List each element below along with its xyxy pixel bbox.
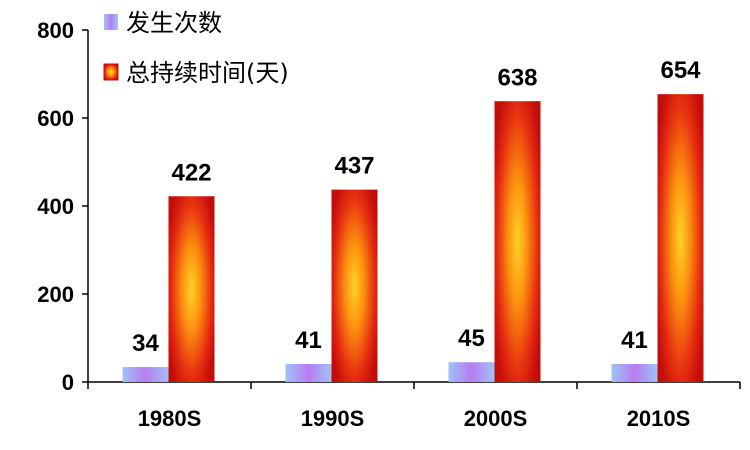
bar-total-days	[168, 196, 215, 382]
y-tick-label: 800	[37, 18, 74, 43]
bar-total-days	[494, 101, 541, 382]
y-axis: 0 200 400 600 800	[37, 18, 89, 395]
data-label-total-days: 638	[497, 64, 537, 91]
y-tick-label: 200	[37, 282, 74, 307]
data-label-occurrences: 41	[621, 327, 648, 354]
x-tick-label: 1990S	[301, 406, 365, 431]
bars	[122, 94, 704, 383]
x-tick-label: 2010S	[627, 406, 691, 431]
data-label-occurrences: 45	[458, 325, 485, 352]
data-label-occurrences: 34	[132, 330, 159, 357]
bar-occurrences	[448, 362, 495, 382]
data-label-occurrences: 41	[295, 327, 322, 354]
bar-occurrences	[122, 367, 169, 382]
legend-label: 发生次数	[126, 9, 222, 37]
bar-occurrences	[285, 363, 332, 382]
data-label-total-days: 654	[660, 57, 701, 84]
legend-swatch-occurrences	[104, 14, 118, 30]
bar-total-days	[331, 189, 378, 382]
data-label-total-days: 437	[334, 153, 374, 180]
legend-label: 总持续时间(天)	[126, 59, 289, 87]
data-label-total-days: 422	[171, 159, 211, 186]
y-tick-label: 600	[37, 106, 74, 131]
legend-swatch-total-days	[103, 63, 119, 81]
bar-occurrences	[611, 363, 658, 382]
x-tick-label: 2000S	[464, 406, 528, 431]
y-tick-label: 400	[37, 194, 74, 219]
data-labels: 34 41 45 41 422 437 638 654	[132, 57, 701, 357]
y-tick-label: 0	[62, 370, 74, 395]
x-tick-label: 1980S	[138, 406, 202, 431]
bar-total-days	[657, 94, 704, 383]
x-axis: 1980S 1990S 2000S 2010S	[87, 381, 741, 431]
